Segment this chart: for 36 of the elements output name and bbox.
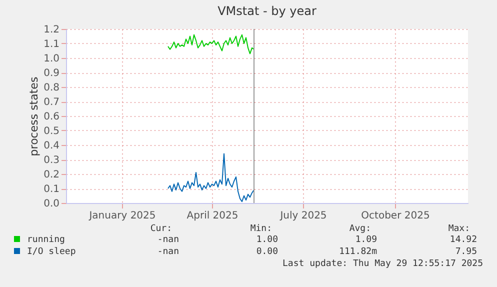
legend-label: running xyxy=(27,235,65,245)
text: 111.82m xyxy=(339,247,377,257)
y-tick-label: 0.9 xyxy=(44,68,60,79)
x-tick-label: January 2025 xyxy=(88,210,156,222)
y-tick-label: 0.1 xyxy=(44,184,60,195)
y-axis-title: process states xyxy=(28,76,41,156)
y-tick-label: 0.2 xyxy=(44,170,60,180)
x-tick-label: April 2025 xyxy=(186,210,238,222)
line-series xyxy=(168,34,254,54)
legend-label: I/O sleep xyxy=(27,247,76,257)
text: -nan xyxy=(157,247,179,257)
text: 1.09 xyxy=(355,235,377,245)
y-tick-label: 0.0 xyxy=(44,198,60,210)
y-tick-label: 0.3 xyxy=(44,155,60,166)
text: Avg: xyxy=(349,224,371,234)
text: Max: xyxy=(448,224,470,234)
x-tick-label: July 2025 xyxy=(279,210,327,222)
text: Cur: xyxy=(150,224,172,234)
line-series xyxy=(168,153,254,202)
y-tick-label: 1.0 xyxy=(44,54,60,64)
y-tick-label: 0.8 xyxy=(44,82,60,94)
text: -nan xyxy=(157,235,179,245)
y-tick-label: 1.1 xyxy=(44,39,60,50)
y-tick-label: 0.6 xyxy=(44,112,60,122)
y-tick-label: 0.4 xyxy=(44,140,60,152)
text: 14.92 xyxy=(450,235,477,245)
y-tick-label: 0.5 xyxy=(44,126,60,137)
text: 7.95 xyxy=(455,247,477,257)
text: Last update: Thu May 29 12:55:17 2025 xyxy=(282,259,483,269)
chart-title: VMstat - by year xyxy=(218,4,316,18)
x-tick-label: October 2025 xyxy=(361,210,430,222)
y-tick-label: 1.2 xyxy=(44,24,60,36)
text: Min: xyxy=(250,224,272,234)
text: 0.00 xyxy=(256,247,278,257)
text: 1.00 xyxy=(256,235,278,245)
y-tick-label: 0.7 xyxy=(44,97,60,108)
